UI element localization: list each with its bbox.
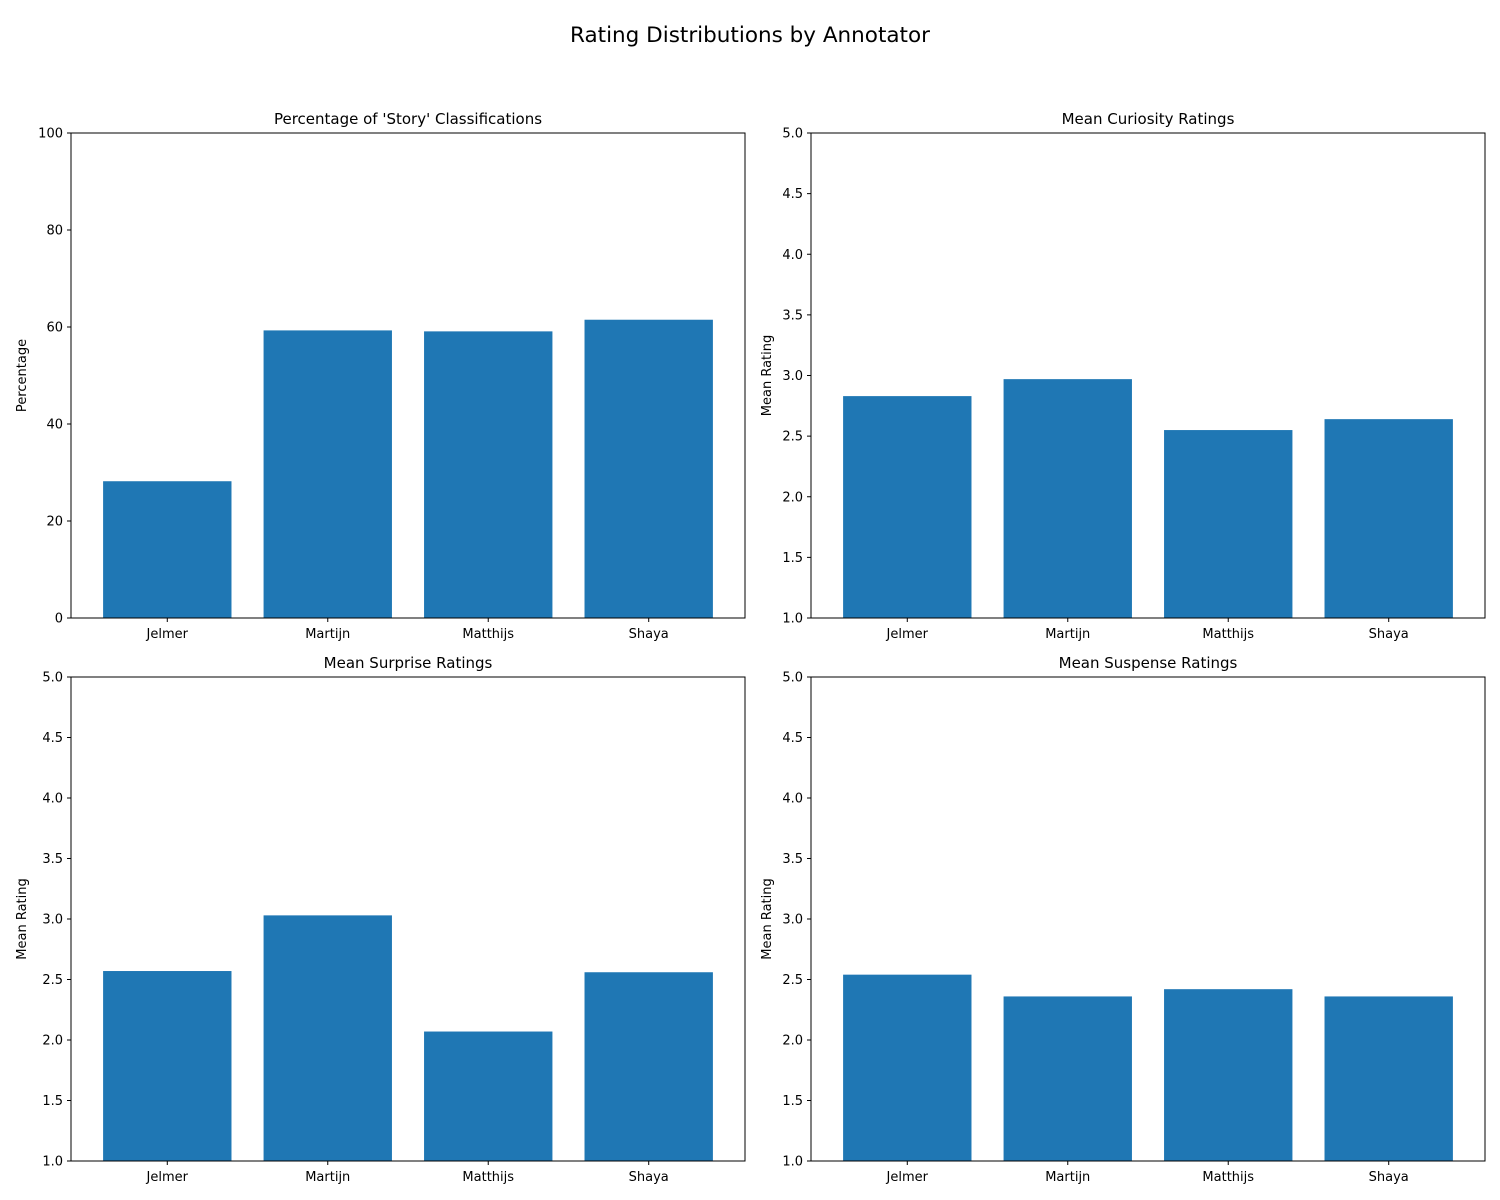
y-tick-label: 4.5 <box>42 731 63 746</box>
x-tick-label: Matthijs <box>1202 627 1254 642</box>
y-tick-label: 40 <box>46 418 63 433</box>
y-axis-label: Mean Rating <box>760 335 775 416</box>
figure-title: Rating Distributions by Annotator <box>570 23 930 48</box>
x-tick-label: Matthijs <box>1202 1170 1254 1185</box>
y-tick-label: 1.5 <box>42 1094 63 1109</box>
bar-shaya <box>584 319 713 618</box>
y-tick-label: 0 <box>55 612 63 627</box>
y-tick-label: 4.5 <box>782 187 803 202</box>
bar-matthijs <box>424 331 553 618</box>
x-tick-label: Shaya <box>1369 627 1409 642</box>
y-tick-label: 3.5 <box>42 852 63 867</box>
bar-matthijs <box>1164 989 1293 1161</box>
subplot-title: Mean Surprise Ratings <box>324 654 493 672</box>
bar-martijn <box>1003 996 1132 1161</box>
x-tick-label: Shaya <box>629 627 669 642</box>
y-tick-label: 3.5 <box>782 852 803 867</box>
x-tick-label: Matthijs <box>462 1170 514 1185</box>
bar-matthijs <box>1164 430 1293 618</box>
y-tick-label: 1.5 <box>782 1094 803 1109</box>
y-tick-label: 4.5 <box>782 731 803 746</box>
x-tick-label: Jelmer <box>886 1170 929 1185</box>
bar-shaya <box>1324 419 1453 618</box>
x-tick-label: Shaya <box>629 1170 669 1185</box>
bar-shaya <box>584 972 713 1161</box>
subplot-title: Mean Curiosity Ratings <box>1062 110 1235 128</box>
y-tick-label: 5.0 <box>42 671 63 686</box>
bar-matthijs <box>424 1031 553 1161</box>
y-tick-label: 2.5 <box>782 973 803 988</box>
bar-martijn <box>263 330 392 618</box>
y-tick-label: 3.0 <box>782 369 803 384</box>
y-tick-label: 80 <box>46 224 63 239</box>
y-tick-label: 3.0 <box>782 913 803 928</box>
y-tick-label: 100 <box>38 127 63 142</box>
subplot-1: Percentage of 'Story' Classifications 0 20… <box>15 110 746 642</box>
y-tick-label: 1.0 <box>42 1155 63 1170</box>
y-tick-label: 3.0 <box>42 913 63 928</box>
y-tick-label: 1.0 <box>782 612 803 627</box>
y-tick-label: 4.0 <box>782 248 803 263</box>
bar-jelmer <box>103 971 232 1161</box>
subplot-title: Mean Suspense Ratings <box>1059 654 1238 672</box>
y-tick-label: 1.0 <box>782 1155 803 1170</box>
x-tick-label: Jelmer <box>146 627 189 642</box>
bar-martijn <box>1003 379 1132 618</box>
y-tick-label: 60 <box>46 321 63 336</box>
bar-jelmer <box>103 481 232 618</box>
y-tick-label: 5.0 <box>782 127 803 142</box>
bar-shaya <box>1324 996 1453 1161</box>
x-tick-label: Jelmer <box>146 1170 189 1185</box>
x-tick-label: Martijn <box>305 1170 350 1185</box>
x-tick-label: Martijn <box>305 627 350 642</box>
x-tick-label: Shaya <box>1369 1170 1409 1185</box>
x-tick-label: Jelmer <box>886 627 929 642</box>
y-tick-label: 2.0 <box>782 490 803 505</box>
x-tick-label: Matthijs <box>462 627 514 642</box>
y-tick-label: 5.0 <box>782 671 803 686</box>
y-axis-label: Mean Rating <box>15 878 30 959</box>
y-tick-label: 2.5 <box>42 973 63 988</box>
subplot-grid: Percentage of 'Story' Classifications 0 20… <box>15 110 1486 1185</box>
bar-jelmer <box>843 974 972 1161</box>
subplot-3: Mean Surprise Ratings 1.0 1.5 2.0 2.5 3.0 3.5 4… <box>15 654 746 1185</box>
y-tick-label: 20 <box>46 515 63 530</box>
subplot-2: Mean Curiosity Ratings 1.0 1.5 2.0 2.5 3.0 3.5… <box>760 110 1486 642</box>
y-tick-label: 2.5 <box>782 430 803 445</box>
bar-jelmer <box>843 396 972 618</box>
y-tick-label: 1.5 <box>782 551 803 566</box>
y-tick-label: 4.0 <box>42 792 63 807</box>
y-axis-label: Mean Rating <box>760 878 775 959</box>
axes-frame <box>70 132 746 619</box>
x-tick-label: Martijn <box>1045 627 1090 642</box>
subplot-4: Mean Suspense Ratings 1.0 1.5 2.0 2.5 3.0 3.5 4… <box>760 654 1486 1185</box>
y-tick-label: 2.0 <box>782 1034 803 1049</box>
y-tick-label: 4.0 <box>782 792 803 807</box>
subplot-title: Percentage of 'Story' Classifications <box>274 110 542 128</box>
x-tick-label: Martijn <box>1045 1170 1090 1185</box>
y-tick-label: 3.5 <box>782 308 803 323</box>
bar-martijn <box>263 915 392 1161</box>
y-tick-label: 2.0 <box>42 1034 63 1049</box>
y-axis-label: Percentage <box>15 339 30 412</box>
